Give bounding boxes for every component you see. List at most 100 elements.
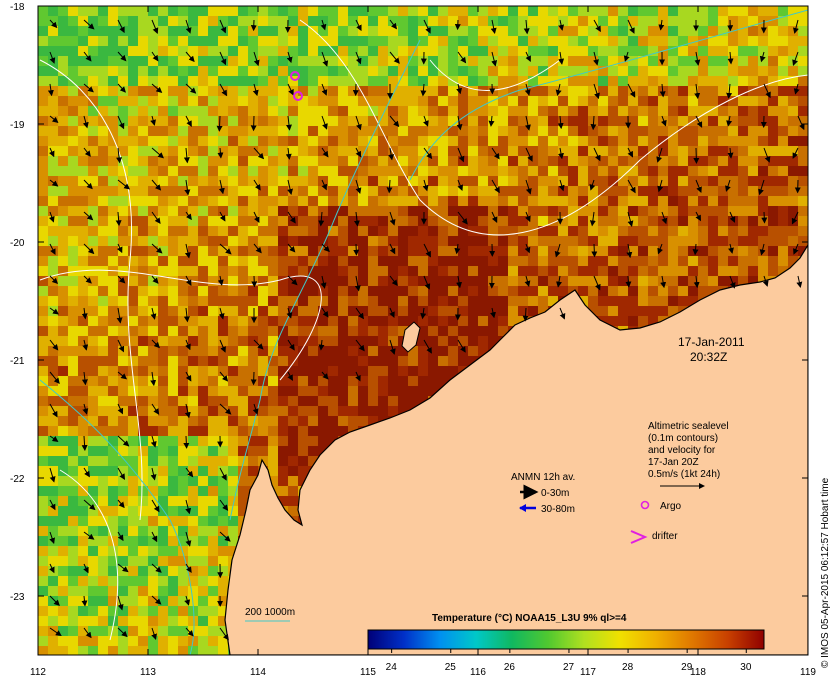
velocity-arrow [762, 275, 769, 287]
velocity-arrow [150, 115, 157, 126]
velocity-arrow [559, 307, 566, 320]
velocity-arrow [83, 83, 94, 93]
velocity-arrow [355, 307, 364, 320]
velocity-arrow [83, 243, 95, 255]
velocity-arrow [728, 243, 734, 254]
velocity-arrow [185, 531, 192, 547]
velocity-arrow [355, 147, 362, 158]
velocity-arrow [83, 531, 95, 540]
velocity-arrow [184, 243, 191, 259]
velocity-arrow [593, 19, 601, 33]
velocity-arrow [219, 19, 227, 34]
velocity-arrow [729, 275, 736, 289]
velocity-arrow [792, 51, 799, 66]
velocity-arrow [456, 115, 463, 131]
velocity-arrow [287, 243, 296, 253]
velocity-arrow [423, 19, 431, 34]
velocity-arrow [185, 19, 192, 34]
velocity-arrow [593, 51, 599, 66]
velocity-arrow [219, 83, 228, 97]
velocity-arrow [49, 371, 60, 385]
velocity-arrow [184, 595, 191, 606]
altimetry-legend: Altimetric sealevel (0.1m contours) and … [648, 421, 729, 489]
velocity-arrow [558, 51, 565, 65]
velocity-arrow [758, 179, 765, 196]
velocity-arrow [286, 307, 293, 319]
velocity-arrow [117, 19, 125, 34]
velocity-arrow [185, 51, 195, 63]
velocity-arrow [659, 83, 666, 98]
velocity-arrow [355, 19, 362, 32]
velocity-arrow [457, 339, 466, 353]
velocity-arrow [150, 435, 157, 448]
velocity-arrow [49, 563, 55, 574]
velocity-arrow [355, 339, 365, 352]
velocity-arrow [321, 371, 329, 380]
velocity-arrow [151, 339, 161, 349]
velocity-arrow [589, 179, 596, 191]
velocity-arrow [590, 115, 597, 131]
velocity-arrow [525, 115, 531, 131]
velocity-arrow [218, 179, 225, 195]
velocity-arrow [253, 51, 260, 67]
velocity-arrow [49, 307, 59, 315]
velocity-arrow [389, 51, 400, 64]
velocity-arrow [491, 147, 500, 160]
velocity-arrow [185, 211, 192, 221]
velocity-arrow [389, 19, 397, 30]
velocity-arrow [389, 115, 400, 128]
velocity-arrow [457, 211, 468, 225]
velocity-arrow [763, 83, 771, 99]
velocity-arrow [457, 147, 465, 163]
velocity-arrow [253, 339, 264, 350]
velocity-arrow [150, 467, 157, 481]
velocity-arrow [389, 243, 396, 255]
velocity-arrow [49, 179, 59, 187]
velocity-arrow [217, 147, 224, 159]
velocity-arrow [457, 51, 467, 64]
lon-tick-label: 115 [360, 667, 376, 678]
velocity-arrow [627, 147, 634, 158]
velocity-arrow [183, 435, 190, 449]
velocity-arrow [49, 595, 60, 606]
velocity-arrow [318, 211, 325, 227]
velocity-arrow [456, 275, 462, 289]
velocity-arrow [454, 243, 461, 255]
velocity-arrow [219, 51, 227, 66]
velocity-arrow [117, 531, 124, 542]
drifter-legend-icon [630, 530, 648, 544]
velocity-arrow [525, 179, 532, 195]
velocity-arrow [49, 499, 56, 511]
velocity-arrow [488, 115, 495, 127]
velocity-arrow [423, 243, 431, 258]
velocity-arrow [117, 499, 125, 509]
velocity-arrow [83, 275, 92, 284]
velocity-arrow [555, 83, 562, 97]
velocity-arrow [321, 51, 329, 67]
velocity-arrow [388, 147, 395, 161]
velocity-arrow [593, 83, 600, 100]
velocity-arrow [219, 531, 231, 542]
velocity-arrow [117, 179, 131, 190]
velocity-arrow [695, 115, 703, 128]
velocity-arrow [151, 403, 160, 415]
velocity-arrow [183, 147, 190, 164]
velocity-arrow [727, 51, 734, 65]
velocity-arrow [151, 211, 161, 224]
velocity-arrow [490, 307, 496, 319]
velocity-arrow [660, 115, 667, 127]
velocity-arrow [83, 19, 95, 30]
colorbar-tick-label: 29 [681, 662, 693, 673]
colorbar-tick-label: 24 [386, 662, 398, 673]
velocity-arrow [456, 83, 463, 95]
velocity-arrow [49, 531, 55, 544]
velocity-arrow [320, 275, 327, 289]
lat-tick-label: -21 [10, 356, 25, 367]
lon-tick-label: 116 [470, 667, 486, 678]
velocity-arrow [525, 51, 531, 63]
velocity-arrow [49, 275, 59, 285]
australia-coastline-land [224, 243, 808, 655]
velocity-arrow [791, 211, 799, 225]
velocity-arrow [184, 179, 191, 196]
velocity-arrow [389, 307, 395, 318]
